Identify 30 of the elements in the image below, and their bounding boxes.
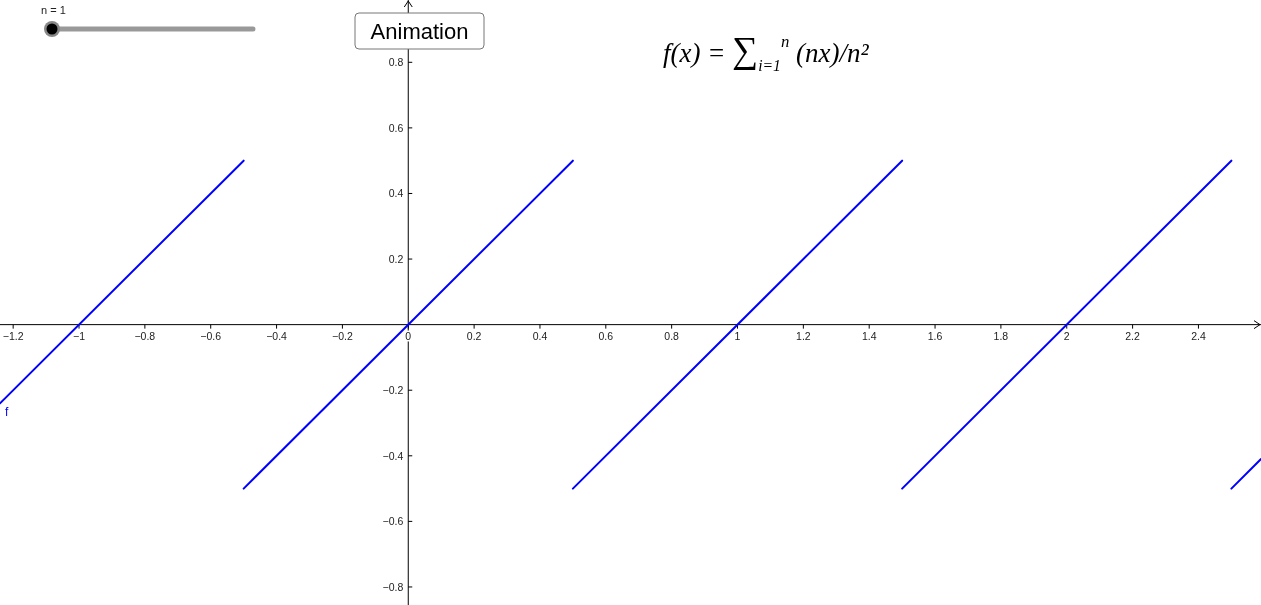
x-tick-label: 2.4 [1191,329,1206,342]
y-tick-label: 0.2 [388,253,404,266]
annotation: Animation [370,19,469,44]
y-tick-label: −0.6 [382,515,404,528]
x-tick-label: 1.2 [796,329,811,342]
x-tick-label: −1.2 [2,329,24,342]
x-tick-label: 0.2 [466,329,482,342]
y-tick-label: 0.8 [388,56,404,69]
annotation: n = 1 [41,4,66,16]
x-tick-label: 1.8 [993,329,1009,342]
x-tick-label: −0.8 [134,329,156,342]
y-tick-label: −0.2 [382,384,404,397]
x-tick-label: 0.8 [664,329,680,342]
x-tick-label: 1.6 [927,329,943,342]
x-tick-label: −1 [73,329,86,342]
y-tick-label: 0.6 [388,121,404,134]
x-tick-label: 0.4 [532,329,548,342]
x-tick-label: 1.4 [861,329,877,342]
x-tick-label: 0.6 [598,329,614,342]
y-tick-label: 0.4 [388,187,404,200]
x-tick-label: 2 [1063,329,1070,342]
x-tick-label: −0.6 [200,329,222,342]
x-tick-label: −0.4 [266,329,288,342]
y-tick-label: −0.4 [382,449,404,462]
x-tick-label: 1 [734,329,741,342]
y-tick-label: −0.8 [382,580,404,593]
text: f(x) = ∑$_{i=1}$$^{n}$ (nx)/n² [663,30,870,75]
x-tick-label: 2.2 [1125,329,1141,342]
series-label: f [5,405,9,420]
x-tick-label: −0.2 [332,329,353,342]
